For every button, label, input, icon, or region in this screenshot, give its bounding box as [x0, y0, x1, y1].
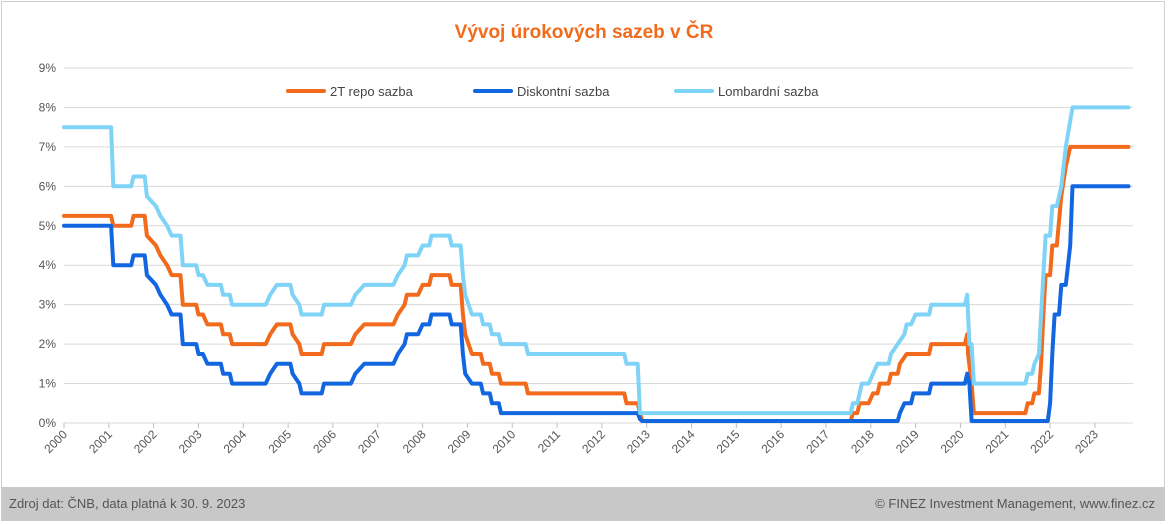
x-tick-label: 2016 [758, 427, 787, 456]
x-tick-label: 2010 [490, 427, 519, 456]
x-tick-label: 2015 [714, 427, 743, 456]
x-tick-label: 2021 [983, 427, 1012, 456]
y-tick-label: 8% [39, 100, 57, 114]
x-tick-label: 2005 [265, 427, 294, 456]
x-tick-label: 2003 [176, 427, 205, 456]
series-line-2 [62, 184, 1131, 423]
y-tick-label: 7% [39, 140, 57, 154]
footer-bar: Zdroj dat: ČNB, data platná k 30. 9. 202… [1, 487, 1165, 521]
x-tick-label: 2012 [579, 427, 608, 456]
x-tick-label: 2004 [221, 427, 250, 456]
source-note: Zdroj dat: ČNB, data platná k 30. 9. 202… [9, 496, 246, 511]
legend: 2T repo sazba Diskontní sazba Lombardní sa… [286, 84, 819, 99]
series-line-1 [62, 144, 1131, 423]
x-tick-label: 2018 [848, 427, 877, 456]
x-tick-label: 2022 [1027, 427, 1056, 456]
y-tick-label: 6% [39, 179, 57, 193]
x-tick-label: 2011 [535, 427, 563, 455]
x-tick-label: 2013 [624, 427, 653, 456]
y-tick-label: 3% [39, 298, 57, 312]
legend-label: Lombardní sazba [718, 84, 819, 99]
x-tick-label: 2023 [1072, 427, 1101, 456]
x-tick-label: 2000 [41, 427, 70, 456]
y-axis-ticks: 0% 1% 2% 3% 4% 5% 6% 7% 8% 9% [39, 61, 57, 430]
x-tick-label: 2007 [355, 427, 384, 456]
x-tick-label: 2009 [445, 427, 474, 456]
y-tick-label: 9% [39, 61, 57, 75]
x-tick-label: 2008 [400, 427, 429, 456]
x-tick-label: 2002 [131, 427, 160, 456]
y-tick-label: 4% [39, 258, 57, 272]
y-tick-label: 2% [39, 337, 57, 351]
legend-label: Diskontní sazba [517, 84, 610, 99]
x-tick-label: 2019 [893, 427, 922, 456]
x-tick-label: 2001 [86, 427, 115, 456]
x-axis-ticks: 2000 2001 2002 2003 2004 2005 2006 2007 2008 2009… [41, 423, 1101, 456]
chart-title: Vývoj úrokových sazeb v ČR [454, 22, 714, 43]
copyright-note: © FINEZ Investment Management, www.finez… [875, 496, 1155, 511]
y-tick-label: 5% [39, 219, 57, 233]
x-tick-label: 2006 [310, 427, 339, 456]
series-line-3 [62, 105, 1131, 416]
x-tick-label: 2020 [938, 427, 967, 456]
x-tick-label: 2014 [669, 427, 698, 456]
x-tick-label: 2017 [803, 427, 832, 456]
legend-label: 2T repo sazba [330, 84, 414, 99]
series-lines [62, 105, 1131, 423]
y-tick-label: 0% [39, 416, 57, 430]
y-tick-label: 1% [39, 377, 57, 391]
